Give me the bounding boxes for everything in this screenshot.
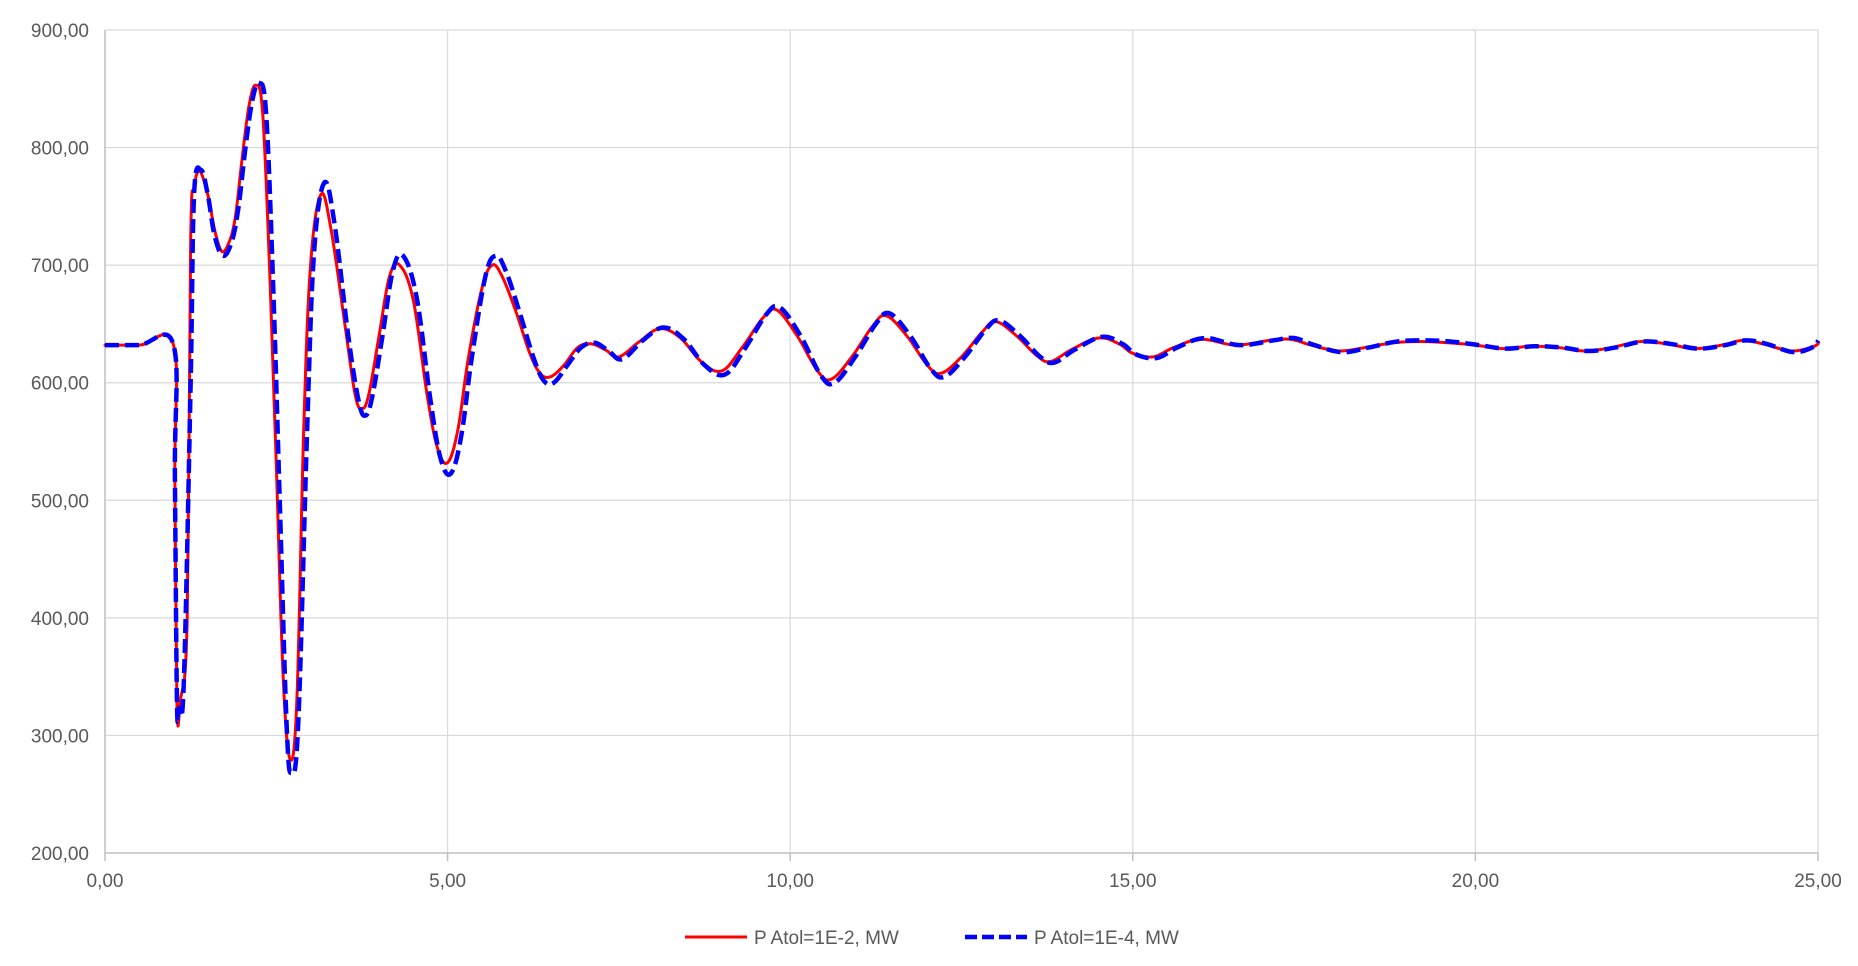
gridlines <box>105 29 1819 853</box>
legend: P Atol=1E-2, MW P Atol=1E-4, MW <box>685 928 1179 949</box>
x-tick-label: 25,00 <box>1794 871 1842 892</box>
y-tick-label: 800,00 <box>31 139 89 160</box>
y-tick-label: 300,00 <box>31 726 89 747</box>
legend-label-1: P Atol=1E-2, MW <box>754 928 899 949</box>
x-tick-label: 10,00 <box>766 871 814 892</box>
series-line-2 <box>105 80 1821 777</box>
y-tick-label: 400,00 <box>31 609 89 630</box>
axes <box>104 30 1819 861</box>
series-lines <box>103 80 1821 777</box>
tick-labels: 200,00 300,00 400,00 500,00 600,00 700,00 800,… <box>31 21 1842 892</box>
legend-label-2: P Atol=1E-4, MW <box>1034 928 1179 949</box>
x-tick-label: 5,00 <box>429 871 466 892</box>
x-tick-label: 20,00 <box>1452 871 1500 892</box>
x-tick-label: 15,00 <box>1109 871 1157 892</box>
y-tick-label: 500,00 <box>31 491 89 512</box>
x-tick-label: 0,00 <box>87 871 124 892</box>
y-tick-label: 900,00 <box>31 21 89 42</box>
y-tick-label: 600,00 <box>31 374 89 395</box>
y-tick-label: 200,00 <box>31 844 89 865</box>
y-tick-label: 700,00 <box>31 256 89 277</box>
